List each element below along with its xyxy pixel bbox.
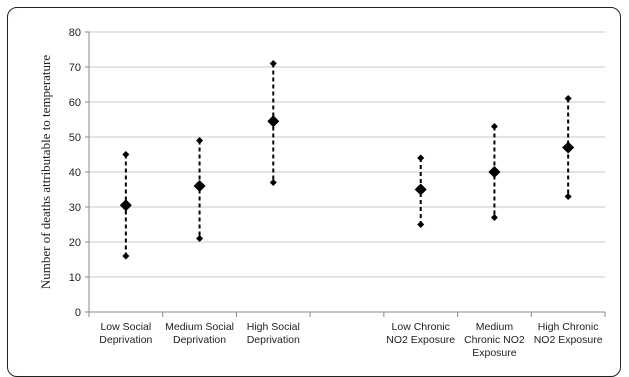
y-tick-label: 40 xyxy=(69,167,81,179)
upper-bound-marker xyxy=(269,60,277,67)
x-tick-label: High Social Deprivation xyxy=(247,321,300,346)
lower-bound-marker xyxy=(196,235,204,242)
y-tick-label: 50 xyxy=(69,132,81,144)
y-tick-label: 80 xyxy=(69,27,81,39)
lower-bound-marker xyxy=(122,252,130,260)
upper-bound-marker xyxy=(196,137,204,144)
lower-bound-marker xyxy=(564,193,572,200)
grid-layer xyxy=(89,31,605,278)
y-tick-label: 10 xyxy=(69,272,81,284)
y-tick-label: 30 xyxy=(69,202,81,214)
chart: 0 10 20 30 40 50 60 70 80 Low Social Deprivation Me… xyxy=(38,27,606,359)
y-axis-label: Number of deaths attributable to tempera… xyxy=(38,55,53,290)
upper-bound-marker xyxy=(564,95,572,102)
upper-bound-marker xyxy=(122,151,130,158)
x-tick-label: Low Chronic NO2 Exposure xyxy=(386,321,455,346)
upper-bound-marker xyxy=(417,154,425,162)
x-tick-label: Medium Social Deprivation xyxy=(165,321,234,346)
x-tick-label: High Chronic NO2 Exposure xyxy=(534,321,603,346)
lower-bound-marker xyxy=(490,214,498,221)
chart-frame xyxy=(7,7,621,377)
estimate-marker xyxy=(562,141,575,154)
data-layer xyxy=(119,60,575,260)
lower-bound-marker xyxy=(417,221,425,228)
x-tick-label: Medium Chronic NO2 Exposure xyxy=(464,321,525,359)
axis-layer: 0 10 20 30 40 50 60 70 80 Low Social Deprivation Me… xyxy=(69,27,606,359)
y-tick-label: 70 xyxy=(69,62,81,74)
estimate-marker xyxy=(119,199,132,212)
estimate-marker xyxy=(414,183,427,196)
estimate-marker xyxy=(193,180,206,192)
y-tick-label: 20 xyxy=(69,237,81,249)
lower-bound-marker xyxy=(269,179,277,186)
estimate-marker xyxy=(267,115,280,128)
x-tick-label: Low Social Deprivation xyxy=(99,321,152,346)
upper-bound-marker xyxy=(490,123,498,130)
estimate-marker xyxy=(488,166,501,178)
y-tick-label: 60 xyxy=(69,97,81,109)
y-tick-label: 0 xyxy=(75,307,81,319)
